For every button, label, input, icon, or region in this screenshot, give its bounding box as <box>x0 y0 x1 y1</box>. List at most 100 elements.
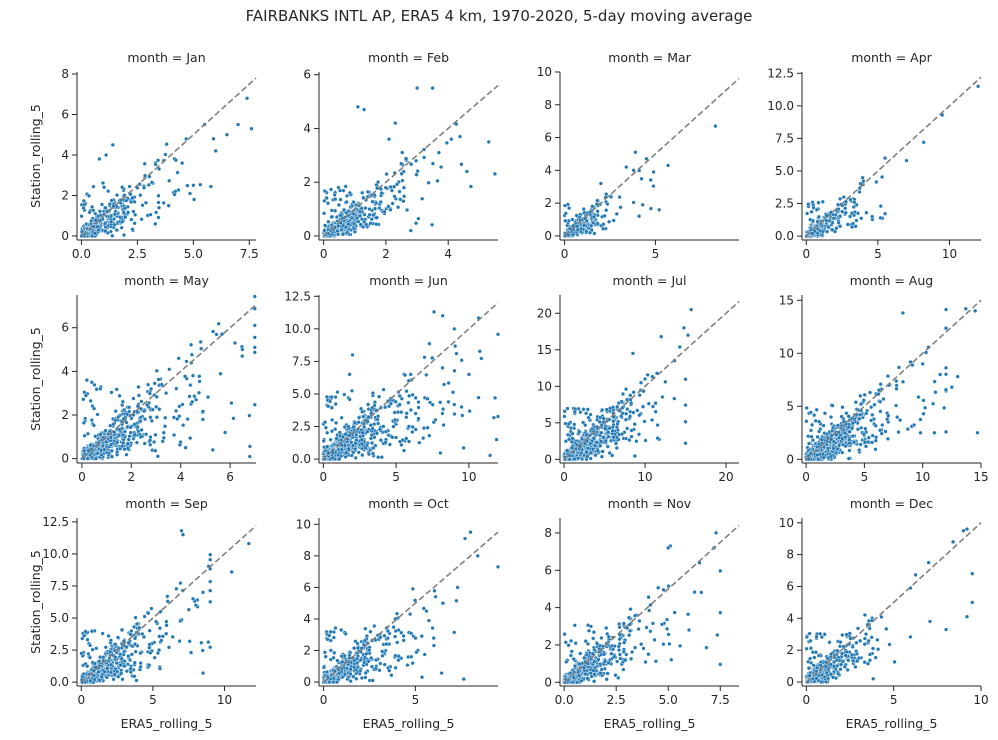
scatter-point <box>574 213 579 218</box>
scatter-point <box>120 399 125 404</box>
scatter-point <box>128 632 133 637</box>
scatter-point <box>93 211 98 216</box>
scatter-point <box>416 216 421 221</box>
y-tick-label: 15 <box>779 293 794 307</box>
scatter-point <box>623 411 629 416</box>
scatter-point <box>830 227 835 232</box>
scatter-point <box>414 172 419 177</box>
scatter-point <box>214 332 219 337</box>
scatter-point <box>381 387 386 392</box>
scatter-point <box>170 634 175 639</box>
scatter-point <box>114 227 119 233</box>
scatter-point <box>368 423 373 428</box>
scatter-point <box>387 442 392 447</box>
scatter-point <box>163 152 168 157</box>
scatter-point <box>356 450 361 455</box>
scatter-point <box>152 439 157 445</box>
scatter-point <box>157 634 162 639</box>
scatter-point <box>153 448 158 453</box>
scatter-point <box>340 232 346 237</box>
scatter-point <box>424 372 429 377</box>
y-tick-label: 0 <box>544 452 552 466</box>
scatter-point <box>454 351 459 356</box>
scatter-point <box>362 107 367 112</box>
scatter-point <box>180 161 185 166</box>
facet-title: month = Mar <box>608 50 691 65</box>
scatter-point <box>605 201 610 207</box>
scatter-point <box>344 193 350 198</box>
scatter-point <box>430 85 435 91</box>
scatter-point <box>849 224 855 230</box>
scatter-point <box>199 346 204 351</box>
scatter-point <box>322 198 327 203</box>
scatter-point <box>640 404 646 409</box>
scatter-point <box>108 638 113 643</box>
scatter-point <box>87 210 92 215</box>
scatter-point <box>341 207 346 212</box>
x-tick-label: 0 <box>802 247 810 261</box>
scatter-point <box>426 180 431 185</box>
y-tick-label: 7.5 <box>775 131 794 145</box>
scatter-point <box>495 332 501 337</box>
y-tick-label: 0 <box>303 229 311 243</box>
scatter-point <box>97 678 102 683</box>
scatter-point <box>973 308 978 313</box>
scatter-point <box>450 390 456 395</box>
scatter-point <box>857 416 862 421</box>
scatter-point <box>377 205 382 211</box>
scatter-point <box>353 455 358 460</box>
scatter-point <box>369 432 374 437</box>
scatter-point <box>376 414 381 419</box>
scatter-point <box>108 649 113 654</box>
scatter-point <box>631 410 636 415</box>
scatter-point <box>410 429 415 435</box>
scatter-point <box>655 423 660 428</box>
scatter-point <box>442 382 447 387</box>
scatter-point <box>601 416 606 421</box>
scatter-point <box>82 448 87 453</box>
y-tick-label: 6 <box>544 131 552 145</box>
scatter-point <box>438 450 443 456</box>
scatter-point <box>127 184 132 189</box>
scatter-point <box>893 403 899 408</box>
scatter-point <box>81 397 86 402</box>
scatter-point <box>955 374 960 379</box>
scatter-point <box>683 419 688 424</box>
scatter-point <box>79 229 85 234</box>
scatter-point <box>394 435 399 440</box>
scatter-point <box>81 198 86 203</box>
scatter-point <box>407 393 412 398</box>
scatter-point <box>402 194 407 199</box>
scatter-point <box>98 432 103 437</box>
scatter-point <box>878 382 883 387</box>
y-tick-label: 10.0 <box>284 322 311 336</box>
scatter-point <box>208 645 213 650</box>
scatter-point <box>85 637 90 642</box>
scatter-point <box>149 606 154 611</box>
scatter-point <box>395 410 401 415</box>
scatter-point <box>943 372 949 377</box>
scatter-point <box>841 419 846 424</box>
scatter-point <box>353 446 358 452</box>
scatter-point <box>804 405 809 411</box>
scatter-point <box>157 666 163 671</box>
scatter-point <box>210 447 215 452</box>
scatter-point <box>352 420 358 425</box>
scatter-point <box>187 639 192 644</box>
scatter-point <box>359 437 364 442</box>
scatter-point <box>128 666 133 671</box>
scatter-point <box>651 184 656 189</box>
scatter-point <box>208 579 213 584</box>
scatter-point <box>136 384 141 390</box>
scatter-point <box>149 180 154 185</box>
scatter-point <box>357 213 363 218</box>
scatter-point <box>213 148 218 153</box>
scatter-point <box>174 408 179 413</box>
y-tick-label: 0 <box>61 229 69 243</box>
scatter-point <box>837 214 843 219</box>
scatter-point <box>681 325 686 330</box>
scatter-point <box>378 199 383 205</box>
scatter-point <box>218 371 223 376</box>
